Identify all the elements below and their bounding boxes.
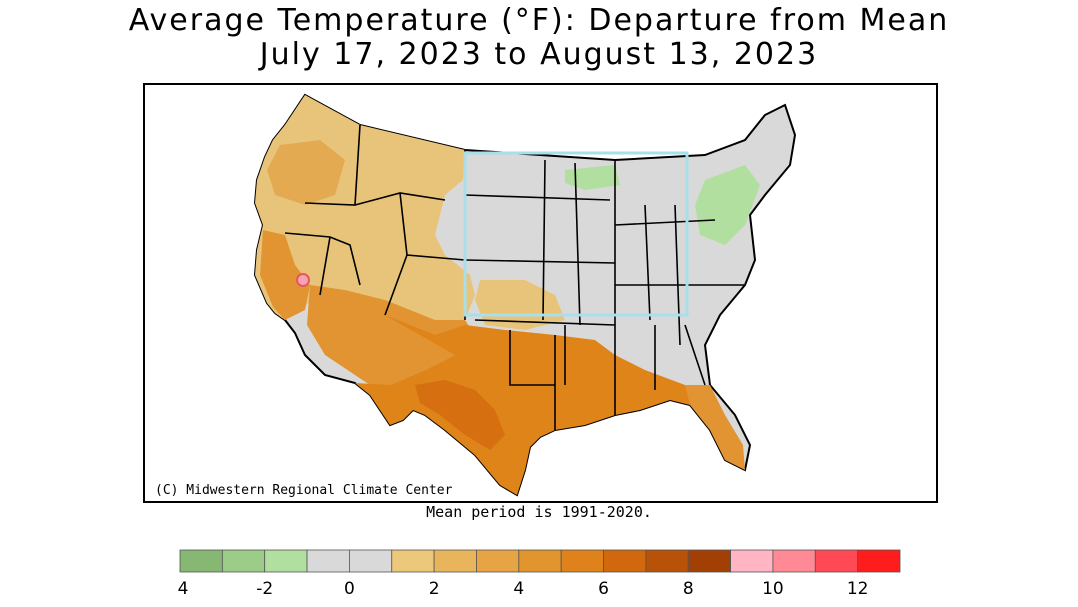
legend-swatch [687, 549, 731, 573]
legend-swatch [730, 549, 774, 573]
legend-swatch [857, 549, 901, 573]
nevada-hotspot [296, 273, 310, 287]
legend-tick-label: 6 [598, 579, 609, 599]
map-panel: (C) Midwestern Regional Climate Center [143, 83, 938, 503]
credit-text: (C) Midwestern Regional Climate Center [155, 483, 453, 498]
legend-tick-label: 8 [683, 579, 694, 599]
south-central-warm [355, 315, 710, 495]
legend-tick-label: -2 [256, 579, 273, 599]
color-legend: -4 -2 0 2 4 6 8 10 12 [178, 548, 908, 600]
legend-tick-label: -4 [178, 579, 188, 599]
legend-swatch [603, 549, 647, 573]
southwest-warm [307, 285, 475, 385]
legend-tick-label: 12 [847, 579, 869, 599]
legend-swatch [179, 549, 223, 573]
legend-swatch [560, 549, 604, 573]
chart-subtitle-dates: July 17, 2023 to August 13, 2023 [259, 37, 819, 72]
legend-swatch [814, 549, 859, 573]
northeast-cool-region [695, 165, 760, 245]
legend-tick-label: 10 [762, 579, 784, 599]
legend-swatch [518, 549, 562, 573]
us-temperature-map: (C) Midwestern Regional Climate Center [155, 93, 797, 498]
legend-swatch [772, 549, 816, 573]
great-lakes-cool-patch [565, 165, 620, 190]
legend-tick-label: 0 [344, 579, 355, 599]
mean-period-note: Mean period is 1991-2020. [426, 503, 652, 521]
legend-tick-label: 4 [513, 579, 524, 599]
legend-swatch [221, 549, 266, 573]
legend-swatch [391, 549, 435, 573]
pacific-nw-warm [267, 140, 345, 205]
legend-bar: -4 -2 0 2 4 6 8 10 12 [178, 549, 901, 599]
florida-warm [685, 385, 745, 470]
legend-swatch [433, 549, 477, 573]
california-warm [260, 230, 310, 320]
legend-swatch [349, 549, 393, 573]
texas-hot-core [415, 380, 505, 450]
legend-swatch [645, 549, 689, 573]
midwest-highlight-box [463, 151, 689, 317]
legend-swatch [476, 549, 520, 573]
legend-swatch [264, 549, 308, 573]
chart-title: Average Temperature (°F): Departure from… [128, 3, 950, 38]
legend-tick-label: 2 [429, 579, 440, 599]
legend-swatch [306, 549, 350, 573]
